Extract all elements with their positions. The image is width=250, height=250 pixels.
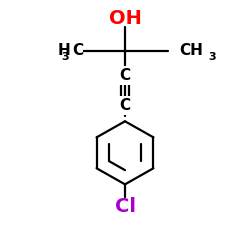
Text: Cl: Cl	[114, 197, 136, 216]
Text: C: C	[120, 68, 130, 83]
Text: 3: 3	[208, 52, 216, 62]
Text: CH: CH	[180, 43, 203, 58]
Text: OH: OH	[108, 9, 142, 28]
Text: H: H	[58, 43, 70, 58]
Text: 3: 3	[62, 52, 70, 62]
Text: C: C	[72, 43, 83, 58]
Text: C: C	[120, 98, 130, 113]
